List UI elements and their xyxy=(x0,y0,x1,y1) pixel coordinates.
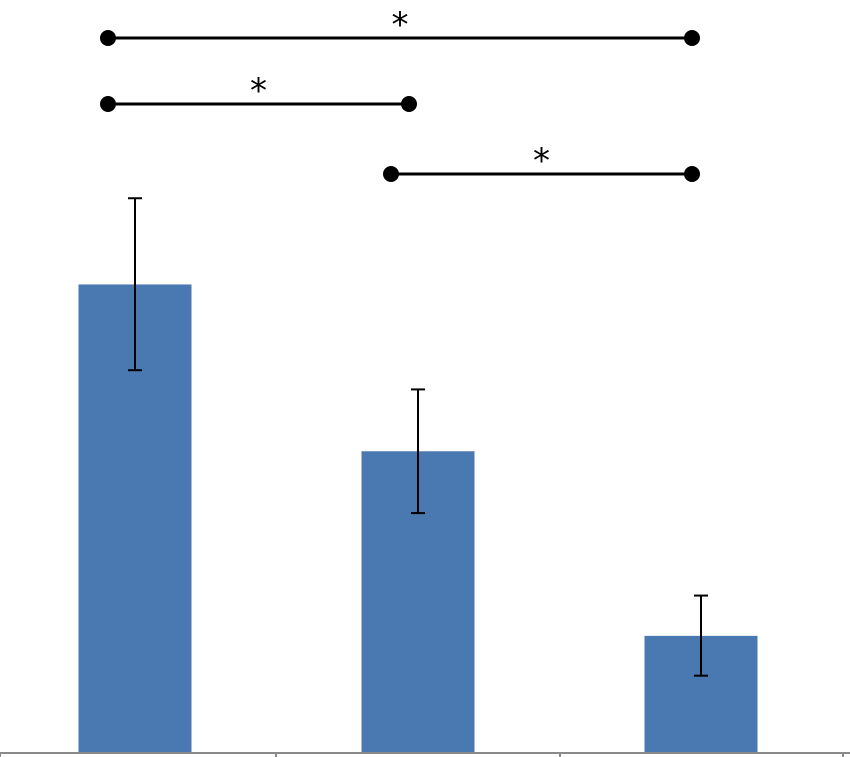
significance-dot-start xyxy=(100,30,116,46)
error-bar-3 xyxy=(694,594,708,677)
significance-dot-start xyxy=(100,96,116,112)
significance-dot-start xyxy=(383,166,399,182)
significance-bracket-3: * xyxy=(383,141,700,182)
significance-bracket-1: * xyxy=(100,5,700,46)
error-bar-1 xyxy=(128,197,142,372)
error-bar-2 xyxy=(411,388,425,515)
significance-label: * xyxy=(250,71,267,111)
significance-dot-end xyxy=(401,96,417,112)
x-axis-group xyxy=(0,752,850,757)
significance-label: * xyxy=(392,5,409,45)
significance-dot-end xyxy=(684,166,700,182)
significance-dot-end xyxy=(684,30,700,46)
significance-label: * xyxy=(533,141,550,181)
bars-group xyxy=(78,284,758,753)
significance-group: * * * xyxy=(100,5,700,182)
significance-bracket-2: * xyxy=(100,71,417,112)
error-bars-group xyxy=(128,197,708,677)
